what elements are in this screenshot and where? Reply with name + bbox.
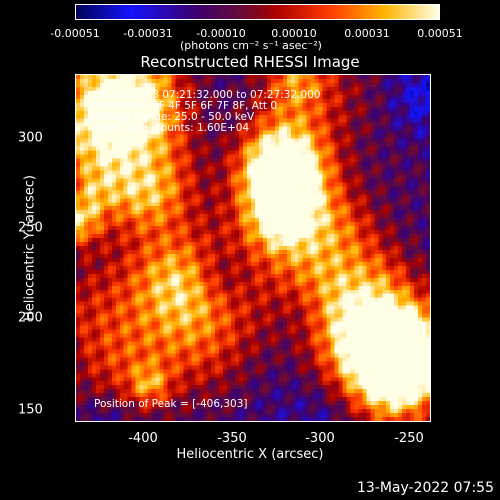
y-axis-label: Heliocentric Y (arcsec) [22, 175, 38, 321]
x-axis-label: Heliocentric X (arcsec) [176, 447, 324, 462]
x-tick: -400 [128, 431, 158, 446]
colorbar-tick: -0.00031 [123, 27, 173, 40]
peak-position: Position of Peak = [-406,303] [94, 398, 248, 410]
plot-area: 29-Apr-2013 07:21:32.000 to 07:27:32.000… [75, 74, 431, 422]
colorbar-tick: 0.00051 [417, 27, 463, 40]
colorbar-tick: 0.00010 [271, 27, 317, 40]
info-time-range: 29-Apr-2013 07:21:32.000 to 07:27:32.000 [94, 89, 321, 101]
timestamp: 13-May-2022 07:55 [356, 480, 494, 496]
x-tick: -300 [305, 431, 335, 446]
y-tick: 150 [18, 402, 43, 418]
colorbar-tick: 0.00031 [344, 27, 390, 40]
y-tick: 250 [18, 220, 43, 236]
colorbar-tick: -0.00051 [50, 27, 100, 40]
x-tick: -350 [217, 431, 247, 446]
info-energy-range: Energy Range: 25.0 - 50.0 keV [94, 111, 255, 123]
colorbar [75, 4, 440, 20]
colorbar-tick: -0.00010 [196, 27, 246, 40]
colorbar-units: (photons cm⁻² s⁻¹ asec⁻²) [180, 39, 322, 52]
y-tick: 300 [18, 130, 43, 146]
y-tick: 200 [18, 310, 43, 326]
rhessi-image [76, 75, 430, 421]
info-counts: Clean Total counts: 1.60E+04 [94, 122, 250, 134]
plot-title: Reconstructed RHESSI Image [140, 53, 360, 71]
x-tick: -250 [394, 431, 424, 446]
info-detectors: Detectors: 3F 4F 5F 6F 7F 8F, Att 0 [94, 100, 278, 112]
